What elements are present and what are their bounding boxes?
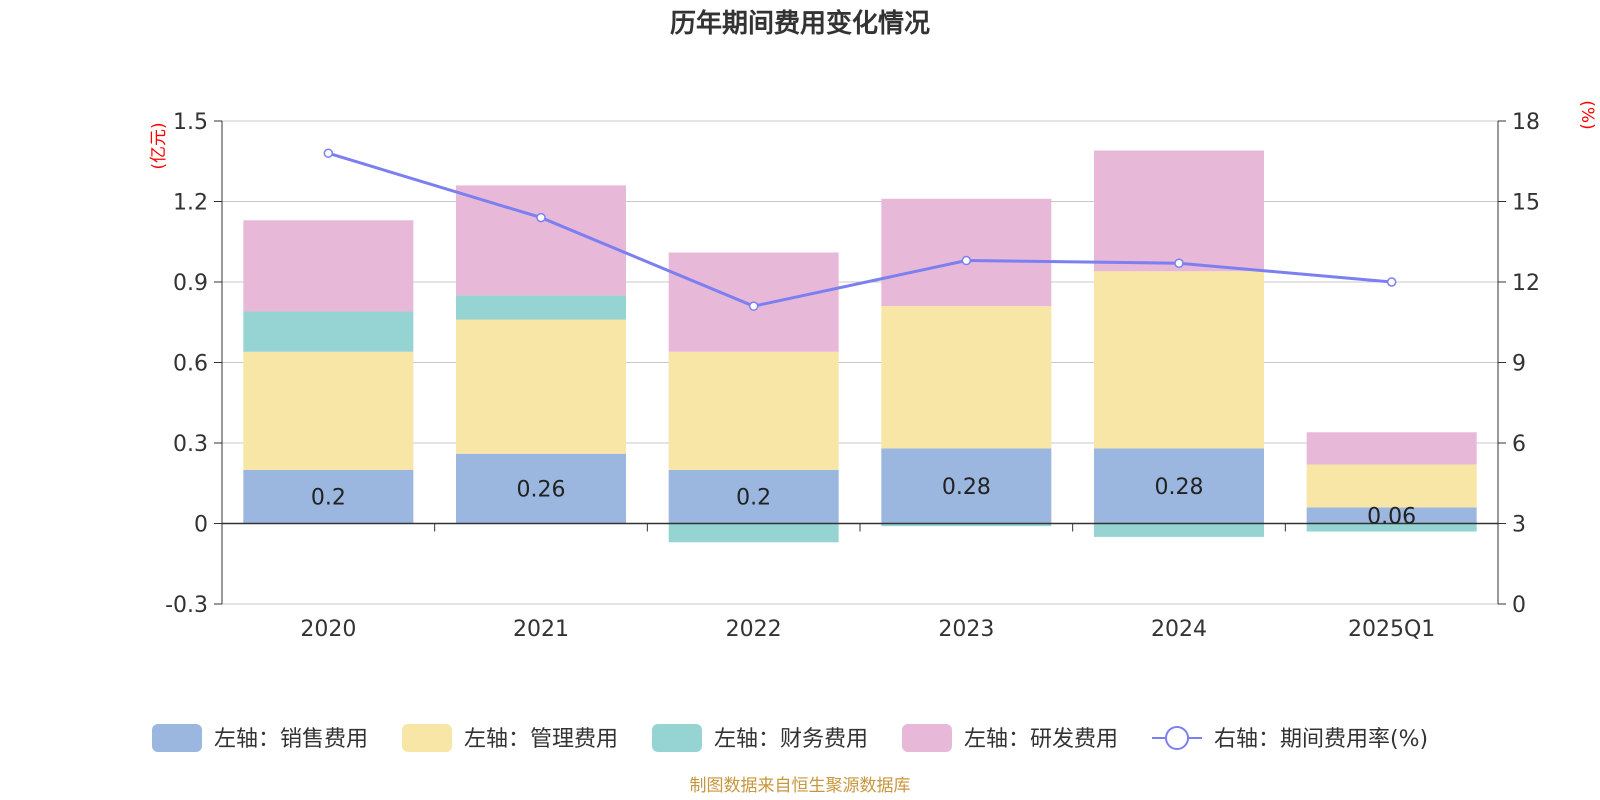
bar-data-label: 0.26 — [517, 478, 566, 503]
rate-line-point — [536, 212, 546, 223]
legend-label: 左轴：销售费用 — [214, 727, 368, 752]
bar-segment — [881, 448, 1052, 524]
data-labels: 0.2 0.26 0.2 0.28 0.28 0.06 — [311, 475, 1416, 530]
x-axis-tick-label: 2020 — [300, 617, 356, 642]
bar-segment — [1094, 271, 1264, 449]
legend-label: 左轴：管理费用 — [464, 727, 618, 752]
left-axis-tick-label: 0 — [194, 513, 208, 538]
bar-data-label: 0.28 — [942, 475, 991, 500]
bar-segment — [668, 351, 839, 470]
bar-segment — [1094, 448, 1264, 524]
legend-marker — [1165, 726, 1189, 750]
bar-segment — [1306, 464, 1477, 508]
source-note: 制图数据来自恒生聚源数据库 — [690, 776, 911, 796]
x-axis-tick-label: 2024 — [1151, 617, 1207, 642]
bar-segment — [456, 185, 626, 296]
bar-data-label: 0.2 — [311, 486, 346, 511]
legend-label: 左轴：财务费用 — [714, 727, 868, 752]
chart-title: 历年期间费用变化情况 — [670, 8, 930, 39]
right-axis-tick-label: 3 — [1512, 513, 1526, 538]
bar-segment — [1306, 523, 1477, 532]
right-axis-unit: (%) — [1577, 100, 1597, 129]
legend-label: 右轴：期间费用率(%) — [1214, 727, 1428, 752]
left-axis-tick-label: 1.2 — [173, 191, 208, 216]
bar-segment — [456, 319, 626, 454]
bar-segment — [1306, 507, 1477, 524]
legend-swatch — [152, 724, 202, 752]
right-axis-tick-label: 18 — [1512, 110, 1540, 135]
x-axis-tick-label: 2025Q1 — [1348, 617, 1435, 642]
right-axis-tick-label: 0 — [1512, 593, 1526, 618]
left-axis-tick-label: 0.3 — [173, 432, 208, 457]
legend-swatch — [902, 724, 952, 752]
x-axis-tick-label: 2021 — [513, 617, 569, 642]
bar-segment — [243, 220, 414, 312]
right-axis-tick-label: 6 — [1512, 432, 1526, 457]
left-axis-tick-label: 0.6 — [173, 352, 208, 377]
x-axis-tick-label: 2022 — [726, 617, 782, 642]
bar-segment — [1094, 150, 1264, 272]
bar-segment — [668, 523, 839, 543]
bar-segment — [243, 311, 414, 352]
legend-swatch — [402, 724, 452, 752]
rate-line-point — [748, 301, 759, 311]
rate-line-point — [323, 148, 334, 158]
bars — [243, 150, 1477, 543]
left-axis-tick-label: 1.5 — [173, 110, 208, 135]
left-axis-tick-label: 0.9 — [173, 271, 208, 296]
bar-segment — [668, 469, 839, 524]
bar-segment — [881, 523, 1052, 527]
bar-segment — [881, 306, 1052, 449]
bar-segment — [1306, 432, 1477, 465]
rate-line — [323, 148, 1397, 311]
bar-segment — [243, 351, 414, 470]
bar-segment — [243, 469, 414, 524]
bar-segment — [881, 198, 1052, 307]
left-axis-unit: (亿元) — [149, 122, 169, 169]
bar-segment — [456, 453, 626, 524]
rate-line-path — [327, 151, 1392, 308]
rate-line-point — [1386, 277, 1397, 287]
right-axis-tick-label: 9 — [1512, 352, 1526, 377]
bar-data-label: 0.06 — [1367, 504, 1416, 529]
gridlines — [222, 120, 1498, 605]
rate-line-point — [1174, 258, 1184, 268]
bar-data-label: 0.2 — [736, 486, 771, 511]
legend-label: 左轴：研发费用 — [964, 727, 1118, 752]
right-axis-tick-label: 15 — [1512, 191, 1540, 216]
bar-data-label: 0.28 — [1155, 475, 1204, 500]
bar-segment — [1094, 523, 1264, 537]
legend-swatch — [652, 724, 702, 752]
legend: 左轴：销售费用 左轴：管理费用 左轴：财务费用 左轴：研发费用 右轴：期间费用率(%) — [152, 724, 1428, 752]
right-axis-tick-label: 12 — [1512, 271, 1540, 296]
bar-segment — [456, 295, 626, 320]
left-axis-tick-label: -0.3 — [165, 593, 208, 618]
x-axis-tick-label: 2023 — [938, 617, 994, 642]
axes: 1.5 1.2 0.9 0.6 0.3 0 -0.3 18 15 12 9 6 3 0 2020 2021 20… — [165, 110, 1540, 642]
rate-line-point — [961, 255, 972, 266]
